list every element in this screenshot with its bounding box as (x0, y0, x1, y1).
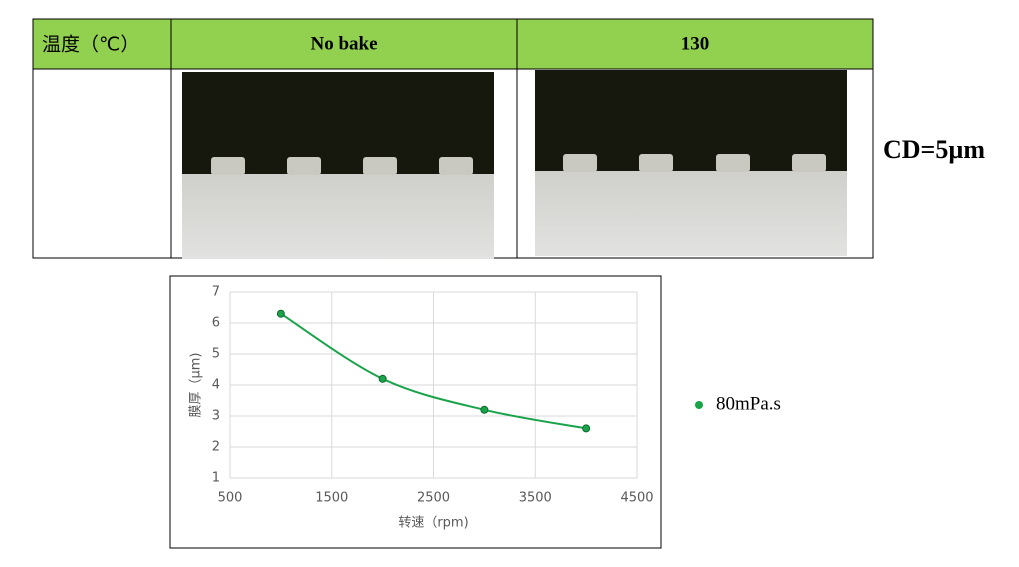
data-point (480, 405, 489, 414)
y-tick-label: 1 (212, 471, 220, 486)
x-tick-label: 1500 (315, 491, 348, 506)
y-tick-label: 4 (212, 378, 220, 393)
chart: 1 2 3 4 5 6 7 500 1500 2500 3500 4500 转速（rpm) 膜厚（μm) 8… (189, 285, 781, 531)
header-cell: 130 (681, 33, 710, 54)
table: 温度（℃） No bake 130 (32, 18, 874, 259)
legend-label: 80mPa.s (716, 393, 781, 414)
header-cell: No bake (310, 33, 377, 54)
y-tick-label: 7 (212, 285, 220, 300)
annotation: CD=5µm (883, 135, 985, 164)
legend-marker (695, 401, 703, 409)
series-line (280, 312, 587, 430)
micrograph (182, 72, 494, 259)
header-cell: 温度（℃） (42, 34, 139, 56)
y-tick-label: 5 (212, 347, 220, 362)
x-axis-label: 转速（rpm) (398, 516, 468, 531)
y-tick-label: 6 (212, 316, 220, 331)
header-row (33, 19, 873, 69)
micrograph (535, 70, 847, 256)
data-point (276, 309, 285, 318)
chart-frame (169, 275, 662, 549)
x-tick-label: 2500 (417, 491, 450, 506)
y-axis-label: 膜厚（μm) (189, 352, 204, 417)
x-tick-label: 3500 (519, 491, 552, 506)
x-tick-label: 500 (218, 491, 243, 506)
x-tick-label: 4500 (620, 491, 653, 506)
y-tick-label: 2 (212, 440, 220, 455)
data-point (582, 424, 591, 433)
y-tick-label: 3 (212, 409, 220, 424)
data-point (378, 374, 387, 383)
